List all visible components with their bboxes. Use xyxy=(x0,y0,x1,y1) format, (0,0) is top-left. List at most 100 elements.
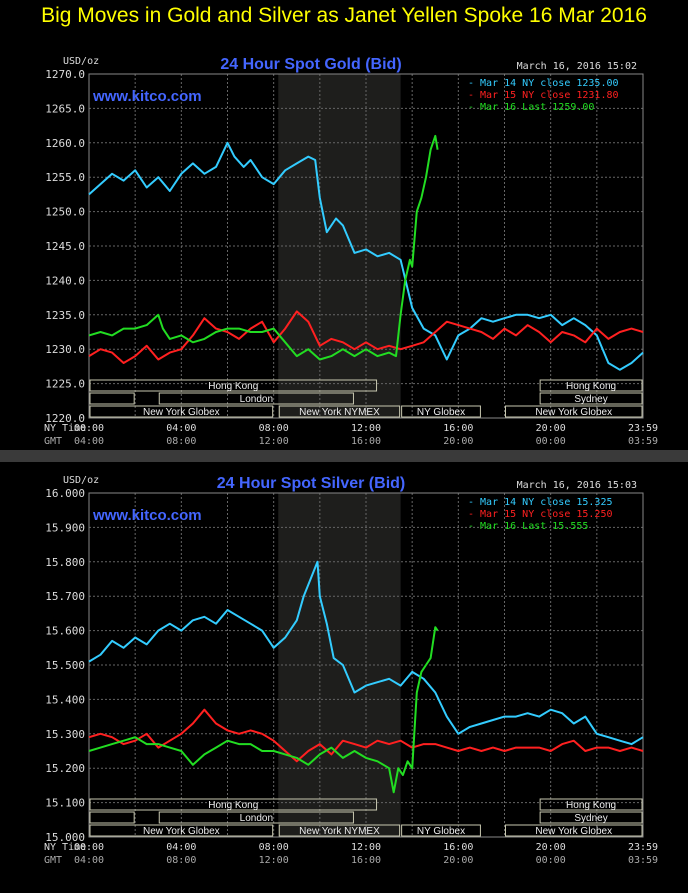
gold-x-axis-label-ny: NY Time xyxy=(44,423,86,434)
gold-y-tick-label: 1240.0 xyxy=(45,274,85,287)
silver-session-box xyxy=(401,824,481,837)
silver-series-mar16 xyxy=(88,626,439,794)
gold-session-label: New York Globex xyxy=(143,407,220,418)
silver-y-tick-label: 15.000 xyxy=(45,831,85,844)
gold-x-tick-gmt: 00:00 xyxy=(536,436,566,447)
gold-series-mar15 xyxy=(88,310,644,364)
gold-session-box xyxy=(89,392,135,405)
silver-x-tick-ny: 00:00 xyxy=(74,842,104,853)
silver-x-tick-gmt: 00:00 xyxy=(536,855,566,866)
silver-session-box xyxy=(89,798,378,811)
silver-x-tick-ny: 12:00 xyxy=(351,842,381,853)
silver-series-mar14 xyxy=(88,560,644,746)
gold-timestamp: March 16, 2016 15:02 xyxy=(517,61,637,72)
silver-session-box xyxy=(89,824,274,837)
silver-y-tick-label: 16.000 xyxy=(45,487,85,500)
gold-chart: 1220.0 1225.0 1230.0 1235.0 1240.0 1245.0 1250… xyxy=(44,56,658,447)
silver-x-axis-label-gmt: GMT xyxy=(44,855,62,866)
silver-y-tick-label: 15.900 xyxy=(45,521,85,534)
gold-plot-border xyxy=(88,73,644,419)
silver-y-tick-label: 15.100 xyxy=(45,797,85,810)
silver-y-tick-label: 15.200 xyxy=(45,762,85,775)
headline: Big Moves in Gold and Silver as Janet Ye… xyxy=(41,4,647,27)
gold-session-box xyxy=(505,405,643,418)
gold-y-tick-label: 1260.0 xyxy=(45,137,85,150)
silver-chart-panel: 15.000 15.100 15.200 15.300 15.400 15.500 15.6… xyxy=(0,462,688,893)
silver-x-tick-gmt: 16:00 xyxy=(351,855,381,866)
gold-session-label: Hong Kong xyxy=(566,381,616,392)
panel-separator xyxy=(0,450,688,462)
silver-y-tick-label: 15.600 xyxy=(45,625,85,638)
silver-session-box xyxy=(539,798,643,811)
silver-x-tick-gmt: 12:00 xyxy=(259,855,289,866)
gold-session-label: New York Globex xyxy=(535,407,612,418)
gold-chart-panel: 1220.0 1225.0 1230.0 1235.0 1240.0 1245.0 1250… xyxy=(0,44,688,454)
silver-session-box xyxy=(89,811,135,824)
gold-session-box xyxy=(278,405,401,418)
silver-plot-border xyxy=(88,492,644,838)
gold-legend-mar14: - Mar 14 NY close 1235.00 xyxy=(468,78,619,89)
gold-session-label: Hong Kong xyxy=(208,381,258,392)
silver-y-tick-label: 15.800 xyxy=(45,556,85,569)
silver-session-label: New York Globex xyxy=(143,826,220,837)
silver-session-label: Hong Kong xyxy=(566,800,616,811)
silver-x-tick-gmt: 08:00 xyxy=(166,855,196,866)
gold-session-label: Sydney xyxy=(574,394,607,405)
silver-session-label: Hong Kong xyxy=(208,800,258,811)
gold-x-tick-gmt: 16:00 xyxy=(351,436,381,447)
gold-x-tick-ny: 16:00 xyxy=(443,423,473,434)
gold-chart-title: 24 Hour Spot Gold (Bid) xyxy=(220,56,401,73)
silver-x-tick-gmt: 03:59 xyxy=(628,855,658,866)
gold-session-box xyxy=(539,392,643,405)
silver-x-axis-label-ny: NY Time xyxy=(44,842,86,853)
gold-legend-mar16: - Mar 16 Last 1259.00 xyxy=(468,102,594,113)
gold-x-tick-gmt: 20:00 xyxy=(443,436,473,447)
silver-session-label: New York Globex xyxy=(535,826,612,837)
gold-x-tick-ny: 04:00 xyxy=(166,423,196,434)
silver-session-label: NY Globex xyxy=(417,826,465,837)
silver-legend-mar14: - Mar 14 NY close 15.325 xyxy=(468,497,613,508)
silver-session-box xyxy=(278,824,401,837)
gold-session-label: NY Globex xyxy=(417,407,465,418)
silver-y-tick-label: 15.500 xyxy=(45,659,85,672)
gold-series-mar16 xyxy=(88,134,439,361)
gold-y-tick-label: 1270.0 xyxy=(45,68,85,81)
gold-session-box xyxy=(89,379,378,392)
gold-x-axis-label-gmt: GMT xyxy=(44,436,62,447)
gold-y-axis-label: USD/oz xyxy=(63,56,99,67)
gold-y-tick-label: 1225.0 xyxy=(45,378,85,391)
gold-y-tick-label: 1255.0 xyxy=(45,171,85,184)
gold-x-tick-gmt: 08:00 xyxy=(166,436,196,447)
silver-legend-mar16: - Mar 16 Last 15.555 xyxy=(468,521,588,532)
gold-session-label: New York NYMEX xyxy=(299,407,380,418)
gold-session-label: London xyxy=(240,394,273,405)
gold-x-tick-ny: 23:59 xyxy=(628,423,658,434)
silver-series-mar15 xyxy=(88,708,644,763)
silver-y-tick-label: 15.400 xyxy=(45,693,85,706)
gold-y-tick-label: 1230.0 xyxy=(45,343,85,356)
silver-legend-mar15: - Mar 15 NY close 15.250 xyxy=(468,509,613,520)
gold-session-box xyxy=(158,392,354,405)
silver-y-axis-label: USD/oz xyxy=(63,475,99,486)
gold-y-tick-label: 1235.0 xyxy=(45,309,85,322)
gold-x-tick-gmt: 12:00 xyxy=(259,436,289,447)
gold-session-box xyxy=(539,379,643,392)
gold-session-box xyxy=(401,405,481,418)
silver-y-tick-label: 15.700 xyxy=(45,590,85,603)
gold-x-tick-ny: 12:00 xyxy=(351,423,381,434)
gold-x-tick-ny: 20:00 xyxy=(536,423,566,434)
gold-session-box xyxy=(89,405,274,418)
silver-timestamp: March 16, 2016 15:03 xyxy=(517,480,637,491)
silver-session-box xyxy=(505,824,643,837)
silver-x-tick-ny: 08:00 xyxy=(259,842,289,853)
gold-y-tick-label: 1250.0 xyxy=(45,206,85,219)
gold-y-tick-label: 1220.0 xyxy=(45,412,85,425)
gold-y-tick-label: 1265.0 xyxy=(45,102,85,115)
silver-x-tick-ny: 16:00 xyxy=(443,842,473,853)
gold-y-tick-label: 1245.0 xyxy=(45,240,85,253)
silver-x-tick-ny: 04:00 xyxy=(166,842,196,853)
gold-x-tick-ny: 00:00 xyxy=(74,423,104,434)
gold-x-tick-gmt: 03:59 xyxy=(628,436,658,447)
silver-session-label: London xyxy=(240,813,273,824)
silver-y-tick-label: 15.300 xyxy=(45,728,85,741)
